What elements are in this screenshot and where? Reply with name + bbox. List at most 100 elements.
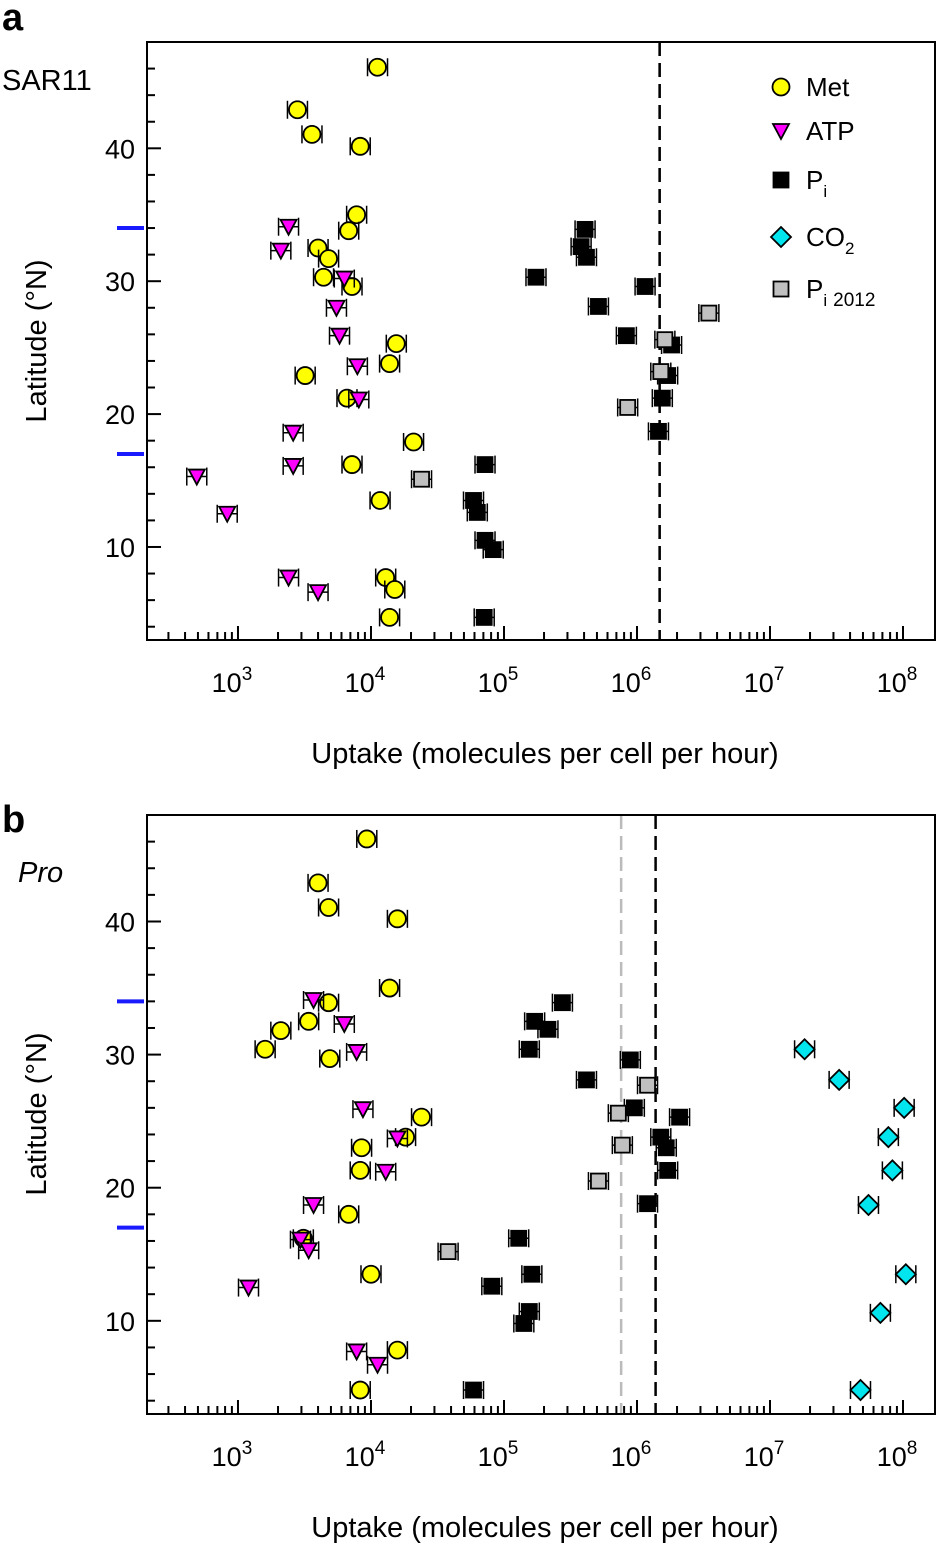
data-point-marker [849,1378,872,1402]
data-point-atp [325,298,348,318]
data-point-marker [483,1277,501,1295]
y-tick-label: 20 [105,400,135,430]
data-point-marker [308,584,328,603]
data-point-marker [894,1262,918,1286]
data-point-marker [314,267,333,287]
y-tick-label: 10 [105,533,135,563]
series-pi2012 [410,304,720,489]
panel-letter: a [2,0,24,39]
data-point-marker [388,909,407,929]
data-point-pi [655,1138,678,1157]
data-point-marker [617,327,635,345]
legend-marker-pi [772,171,790,189]
data-point-marker [353,1101,373,1120]
data-point-atp [282,423,304,443]
data-point-marker [892,1096,916,1120]
plot-frame [146,814,936,1415]
data-point-met [356,829,378,849]
data-point-marker [299,1011,319,1031]
data-point-marker [877,1125,900,1149]
data-point-pi [481,1277,503,1296]
data-point-co2 [877,1125,900,1149]
data-point-met [317,249,340,269]
data-point-marker [271,242,291,261]
data-point-marker [370,491,390,510]
data-point-marker [590,298,607,315]
data-point-marker [334,1016,354,1034]
legend-marker-co2 [769,225,793,249]
y-tick-label: 30 [105,267,135,297]
data-point-marker [657,1139,675,1157]
data-point-pi [668,1108,691,1127]
data-point-marker [468,504,486,521]
data-point-marker [339,1204,359,1224]
legend-entry-atp: ATP [806,116,855,146]
data-point-pi [636,1194,659,1213]
series-pi [462,220,683,627]
data-point-marker [187,468,207,487]
x-tick-label: 106 [611,664,652,698]
data-point-marker [652,363,670,380]
x-tick-label: 104 [345,664,386,698]
data-point-marker [339,221,359,241]
data-point-pi2012 [698,304,720,323]
data-point-marker [656,331,674,349]
data-point-pi [462,1381,485,1400]
data-point-met [341,277,363,296]
series-met [286,57,425,627]
data-point-pi [513,1314,535,1333]
data-point-marker [671,1108,688,1126]
data-point-pi [619,1050,642,1069]
data-point-atp [345,1342,368,1362]
data-point-met [349,1161,371,1180]
data-point-marker [659,1162,677,1179]
data-point-atp [348,390,370,410]
data-point-marker [368,57,387,77]
series-co2 [793,1038,918,1402]
data-point-met [378,608,401,627]
data-point-pi [575,248,598,267]
legend: Met ATP Pi CO2 Pi 2012 [769,72,875,311]
data-point-marker [653,389,671,407]
data-point-marker [319,249,338,269]
data-point-marker [380,978,399,998]
series-atp [237,991,409,1375]
data-point-marker [412,1107,431,1127]
data-point-marker [361,1264,381,1284]
data-point-met [360,1264,382,1284]
data-point-met [301,124,323,144]
data-point-marker [576,220,594,238]
data-point-met [337,1204,360,1224]
x-tick-label: 103 [212,1438,253,1472]
data-point-co2 [857,1193,880,1217]
data-point-pi2012 [607,1104,630,1123]
data-point-marker [857,1193,880,1217]
data-point-marker [793,1038,816,1061]
data-point-met [384,580,406,599]
data-point-marker [650,422,667,440]
data-point-marker [413,470,430,488]
series-met [254,829,433,1400]
data-point-marker [357,829,377,849]
data-point-atp [277,217,300,237]
data-point-met [317,993,340,1013]
data-point-met [366,57,389,77]
data-point-pi [525,268,547,287]
data-point-marker [388,1340,407,1360]
data-point-marker [465,1381,482,1399]
data-point-marker [439,1243,457,1261]
x-tick-label: 103 [212,664,253,698]
series-atp [186,217,370,603]
data-point-marker [484,541,502,559]
data-point-pi [466,503,489,522]
data-point-atp [352,1100,374,1120]
y-axis-title: Latitude (°N) [21,259,53,422]
data-point-co2 [793,1038,816,1061]
data-point-met [337,221,360,241]
data-point-met [317,898,340,917]
data-point-marker [578,248,595,266]
data-point-marker [515,1315,533,1332]
data-point-pi2012 [437,1242,459,1261]
data-point-marker [380,354,399,373]
data-point-pi [537,1020,559,1039]
